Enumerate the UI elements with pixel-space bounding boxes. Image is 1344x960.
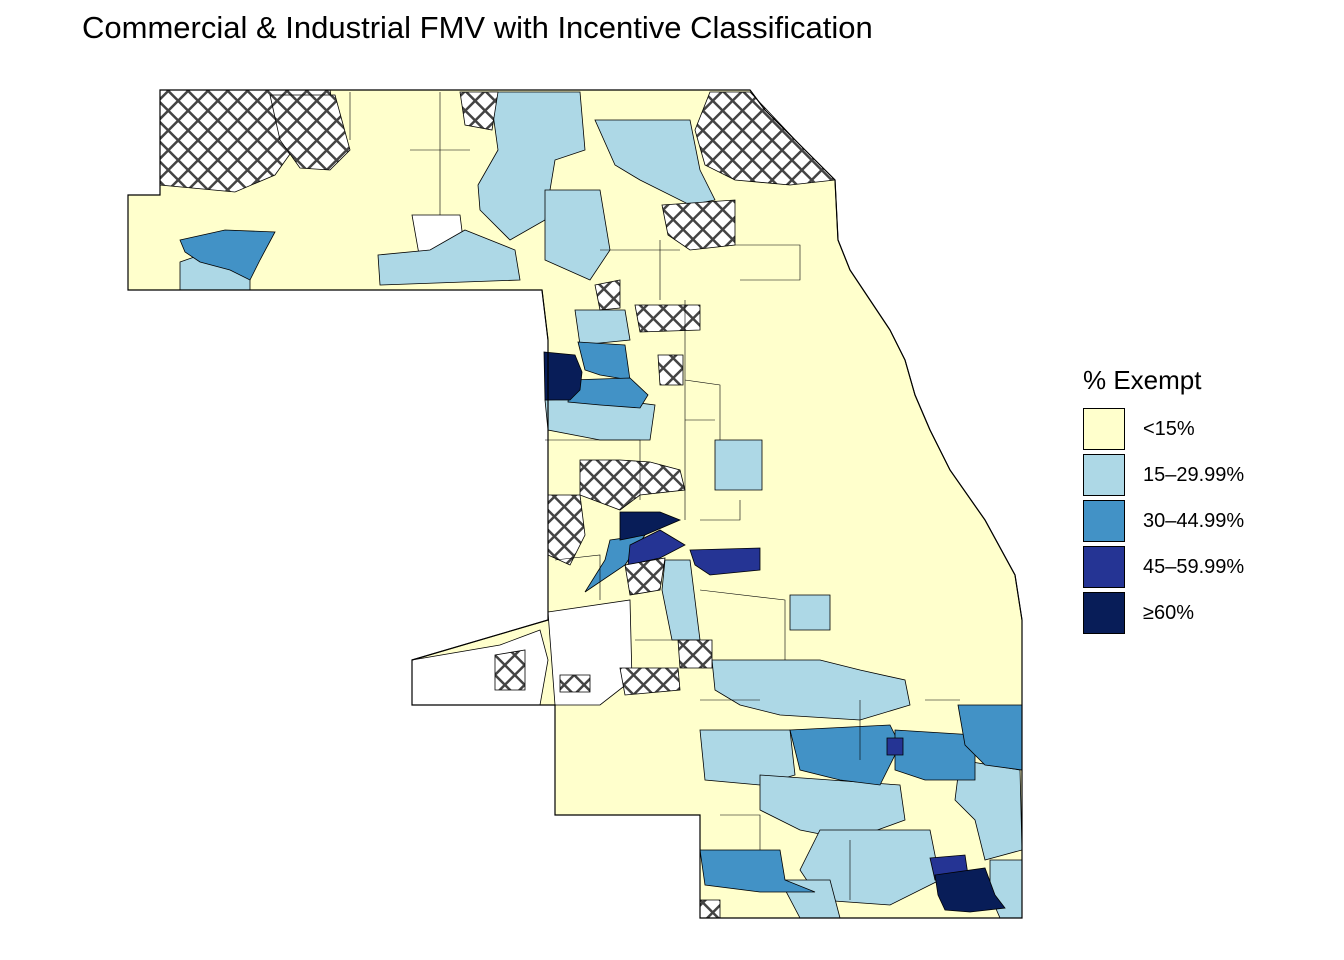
legend: % Exempt <15% 15–29.99% 30–44.99% 45–59.… — [1083, 365, 1244, 636]
region — [714, 439, 763, 491]
legend-label: 15–29.99% — [1143, 463, 1245, 486]
legend-item: 15–29.99% — [1083, 452, 1244, 498]
region — [269, 94, 351, 171]
region — [799, 829, 941, 906]
legend-label: ≥60% — [1143, 601, 1195, 624]
region — [477, 91, 586, 241]
region — [377, 229, 521, 286]
region — [574, 309, 631, 346]
region — [494, 649, 526, 691]
region — [694, 91, 836, 186]
region — [619, 511, 682, 541]
region — [789, 594, 831, 631]
legend-swatch — [1083, 546, 1125, 588]
legend-label: 45–59.99% — [1143, 555, 1245, 578]
region — [634, 304, 701, 333]
region — [594, 279, 621, 311]
region — [699, 849, 816, 893]
region — [577, 341, 631, 381]
region — [657, 354, 684, 386]
region-boundaries — [349, 92, 960, 900]
legend-swatch — [1083, 408, 1125, 450]
region — [699, 899, 721, 919]
region — [789, 724, 901, 786]
region — [459, 91, 499, 131]
region — [619, 667, 681, 696]
region — [179, 229, 276, 281]
region — [544, 189, 611, 281]
region — [689, 547, 761, 576]
county-outline — [127, 89, 1023, 919]
legend-swatch — [1083, 454, 1125, 496]
legend-item: ≥60% — [1083, 590, 1244, 636]
region — [886, 737, 904, 756]
region — [711, 659, 911, 721]
region — [957, 704, 1023, 771]
region — [894, 729, 976, 781]
legend-item: 30–44.99% — [1083, 498, 1244, 544]
legend-swatch — [1083, 592, 1125, 634]
region-polygons — [159, 89, 1023, 919]
legend-item: 45–59.99% — [1083, 544, 1244, 590]
legend-label: <15% — [1143, 417, 1195, 440]
region — [543, 351, 583, 401]
region — [934, 867, 1006, 913]
region — [559, 674, 591, 693]
region — [677, 639, 713, 669]
region — [567, 377, 649, 409]
region — [627, 529, 686, 566]
region — [661, 199, 736, 251]
legend-label: 30–44.99% — [1143, 509, 1245, 532]
legend-item: <15% — [1083, 406, 1244, 452]
legend-title: % Exempt — [1083, 365, 1202, 395]
map-title: Commercial & Industrial FMV with Incenti… — [82, 10, 873, 45]
legend-swatch — [1083, 500, 1125, 542]
region — [624, 557, 666, 596]
